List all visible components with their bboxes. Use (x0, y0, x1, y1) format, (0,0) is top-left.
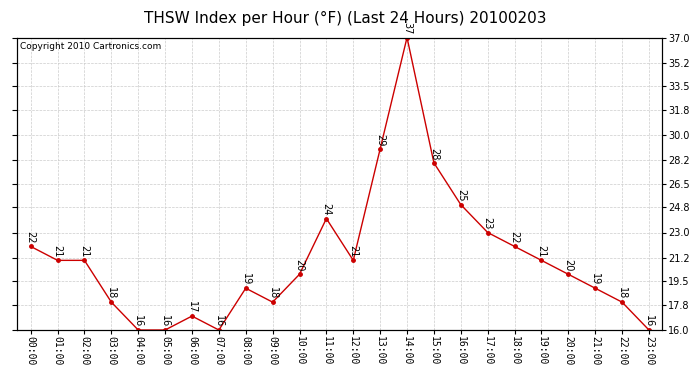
Text: 21: 21 (79, 245, 90, 258)
Text: 22: 22 (509, 231, 520, 244)
Text: 16: 16 (133, 315, 144, 327)
Text: 20: 20 (295, 259, 304, 272)
Text: 21: 21 (348, 245, 358, 258)
Text: 19: 19 (590, 273, 600, 285)
Text: Copyright 2010 Cartronics.com: Copyright 2010 Cartronics.com (21, 42, 161, 51)
Text: 16: 16 (160, 315, 170, 327)
Text: 23: 23 (483, 217, 493, 230)
Text: 21: 21 (52, 245, 63, 258)
Text: 17: 17 (187, 301, 197, 313)
Text: 16: 16 (214, 315, 224, 327)
Text: 37: 37 (402, 22, 412, 35)
Text: 20: 20 (563, 259, 573, 272)
Text: 29: 29 (375, 134, 385, 146)
Text: 16: 16 (644, 315, 654, 327)
Text: 24: 24 (322, 203, 331, 216)
Text: 19: 19 (241, 273, 250, 285)
Text: 22: 22 (26, 231, 36, 244)
Text: 28: 28 (429, 148, 439, 160)
Text: 25: 25 (456, 189, 466, 202)
Text: THSW Index per Hour (°F) (Last 24 Hours) 20100203: THSW Index per Hour (°F) (Last 24 Hours)… (144, 11, 546, 26)
Text: 18: 18 (617, 287, 627, 299)
Text: 21: 21 (536, 245, 546, 258)
Text: 18: 18 (106, 287, 117, 299)
Text: 18: 18 (268, 287, 277, 299)
